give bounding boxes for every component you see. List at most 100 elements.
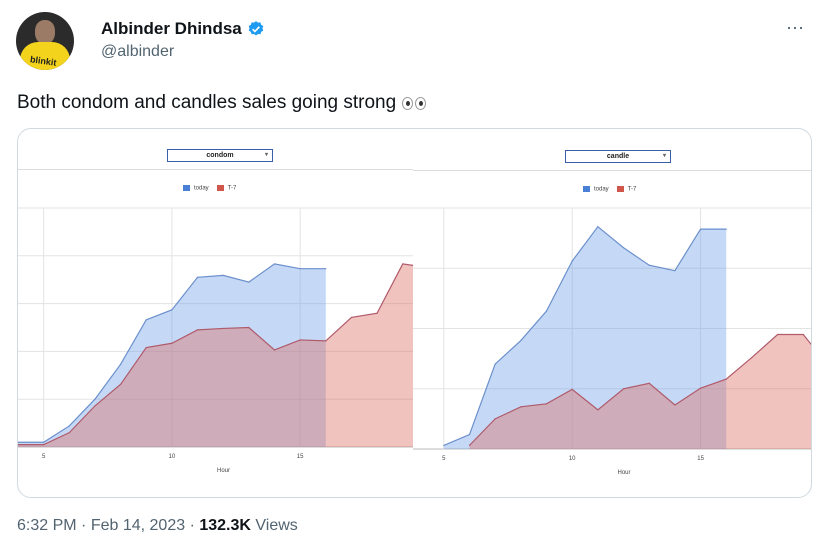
data-point (443, 444, 445, 446)
condom-chart-panel: condom ▾ today T-7 5 10 15 Hour (18, 129, 413, 497)
author-handle[interactable]: @albinder (101, 43, 175, 60)
line-today (443, 225, 727, 446)
tweet-date[interactable]: Feb 14, 2023 (90, 517, 186, 534)
product-select[interactable]: candle ▾ (565, 150, 671, 163)
x-tick-label: 10 (169, 454, 176, 460)
data-point (325, 340, 327, 342)
data-point (248, 326, 250, 329)
x-tick-label: 15 (697, 456, 704, 462)
data-point (196, 276, 199, 278)
data-point (119, 363, 122, 365)
chart-legend: today T-7 (583, 186, 636, 193)
data-point (494, 363, 496, 365)
data-point (699, 228, 702, 230)
data-point (622, 388, 625, 390)
data-point (725, 228, 727, 230)
data-point (196, 329, 199, 331)
data-point (145, 346, 147, 349)
x-tick-label: 5 (442, 456, 446, 462)
x-tick-label: 10 (569, 456, 576, 462)
data-point (18, 444, 19, 446)
condom-area-chart: 5 10 15 Hour (18, 207, 413, 474)
candle-area-chart: 5 10 15 Hour (413, 207, 811, 476)
data-point (468, 433, 471, 436)
data-point (545, 310, 548, 312)
tweet-text-row: Both condom and candles sales going stro… (17, 92, 427, 114)
data-point (622, 247, 625, 249)
area-t7 (18, 263, 413, 447)
data-point (119, 383, 122, 385)
area-today (443, 226, 727, 449)
data-point (273, 349, 276, 351)
data-point (674, 404, 676, 406)
views-count: 132.3K (199, 517, 251, 534)
legend-today: today (183, 185, 209, 192)
data-point (402, 263, 404, 265)
data-point (597, 409, 599, 411)
legend-today: today (583, 186, 609, 193)
x-tick-label: 15 (297, 454, 304, 460)
data-point (43, 441, 45, 443)
x-axis-label: Hour (617, 470, 630, 476)
avatar[interactable]: blinkit (16, 12, 74, 70)
x-tick-label: 5 (42, 454, 46, 460)
data-point (18, 441, 19, 443)
avatar-shirt (20, 42, 70, 70)
tweet-media[interactable]: condom ▾ today T-7 5 10 15 Hour candle ▾ to… (17, 128, 812, 498)
tweet-footer: 6:32 PM · Feb 14, 2023 · 132.3K Views (17, 517, 298, 534)
area-today (18, 263, 326, 447)
product-select[interactable]: condom ▾ (167, 149, 273, 162)
data-point (571, 388, 573, 390)
data-point (674, 270, 676, 272)
tweet-time[interactable]: 6:32 PM (17, 517, 77, 534)
author-name[interactable]: Albinder Dhindsa (101, 19, 242, 38)
data-point (777, 333, 779, 336)
data-point (376, 312, 378, 314)
data-point (273, 263, 276, 265)
data-point (751, 356, 753, 359)
data-point (648, 264, 650, 266)
data-point (545, 403, 548, 405)
author-name-row[interactable]: Albinder Dhindsa (101, 19, 265, 39)
data-point (520, 406, 522, 408)
data-point (171, 309, 173, 311)
x-axis-label: Hour (217, 468, 230, 474)
data-point (412, 264, 413, 266)
divider (413, 170, 811, 171)
data-point (520, 339, 522, 342)
area-t7 (469, 334, 811, 449)
chart-legend: today T-7 (183, 185, 236, 192)
data-point (248, 281, 250, 283)
more-options-icon[interactable]: ⋯ (786, 18, 805, 38)
divider (18, 169, 413, 170)
product-select-value: candle (606, 153, 630, 160)
chevron-down-icon: ▾ (264, 152, 268, 158)
data-point (145, 319, 147, 321)
data-point (325, 268, 327, 270)
data-point (494, 418, 496, 420)
data-point (350, 316, 353, 319)
data-point (597, 226, 599, 228)
data-point (648, 382, 650, 384)
data-point (299, 268, 301, 270)
data-point (43, 444, 45, 446)
eyes-emoji-icon (402, 96, 427, 110)
data-point (299, 339, 301, 341)
data-point (802, 333, 804, 336)
data-point (222, 274, 224, 276)
verified-badge-icon (248, 21, 264, 36)
data-point (468, 444, 471, 446)
data-point (94, 405, 96, 407)
data-point (171, 342, 173, 344)
data-point (571, 260, 573, 262)
avatar-head (35, 20, 55, 44)
data-point (94, 398, 96, 400)
data-point (810, 343, 811, 345)
data-point (725, 378, 727, 380)
product-select-value: condom (206, 152, 234, 159)
tweet-text: Both condom and candles sales going stro… (17, 92, 397, 113)
legend-t7: T-7 (216, 185, 236, 192)
views-label: Views (255, 517, 298, 534)
data-point (68, 425, 70, 427)
data-point (222, 327, 224, 330)
